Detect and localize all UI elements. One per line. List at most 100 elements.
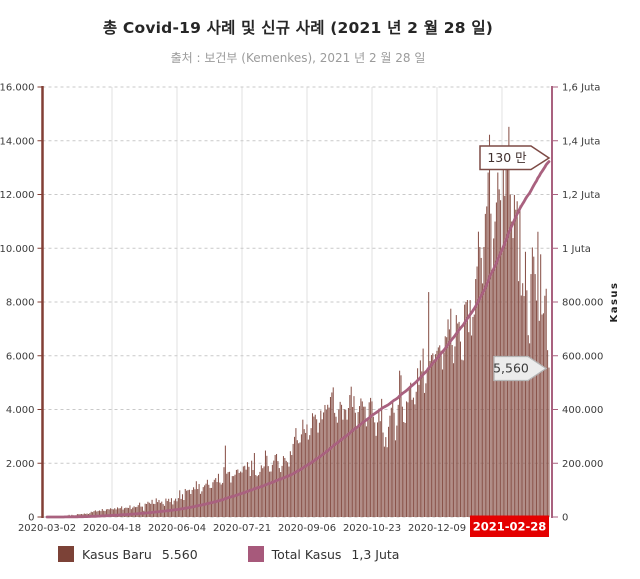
bar <box>107 509 109 517</box>
latest-callout-text: 5,560 <box>493 361 529 376</box>
bar <box>100 511 102 517</box>
bar <box>450 308 452 517</box>
bar <box>343 409 345 517</box>
bar <box>498 189 500 517</box>
x-axis-tick-label: 2020-10-23 <box>343 523 401 534</box>
bar <box>394 440 396 517</box>
bar <box>281 465 283 517</box>
bar <box>421 371 423 517</box>
bar <box>408 388 410 517</box>
bar <box>383 446 385 517</box>
bar <box>520 295 522 517</box>
bar <box>506 146 509 517</box>
bar <box>274 455 276 517</box>
bar <box>440 350 442 517</box>
bar <box>147 501 149 517</box>
bar <box>346 419 348 517</box>
bar <box>310 428 312 517</box>
bar <box>363 406 365 517</box>
bar <box>278 468 280 517</box>
bar <box>342 419 344 517</box>
kasus-baru-bars <box>46 126 550 518</box>
bar <box>400 375 402 517</box>
bar <box>320 410 322 517</box>
bar <box>331 392 333 517</box>
bar <box>368 402 370 517</box>
bar <box>334 412 336 517</box>
kasus-baru-swatch <box>58 546 74 562</box>
bar <box>92 512 94 517</box>
right-axis-tick-label: 200.000 <box>562 459 603 470</box>
x-axis-tick-label: 2020-12-09 <box>408 523 466 534</box>
bar <box>541 314 543 517</box>
bar <box>404 422 406 517</box>
bar <box>441 369 444 517</box>
bar <box>522 283 524 517</box>
bar <box>258 475 260 517</box>
left-axis-tick-label: 8.000 <box>6 298 35 309</box>
bar <box>453 363 455 517</box>
bar <box>327 404 329 517</box>
right-axis-tick-label: 0 <box>562 513 568 524</box>
bar <box>374 422 376 517</box>
bar <box>483 246 485 518</box>
bar <box>538 320 540 517</box>
bar <box>436 350 438 517</box>
total-callout-text: 130 만 <box>487 150 527 165</box>
bar <box>137 505 139 517</box>
highlighted-date-bg <box>470 515 549 537</box>
bar <box>139 502 141 517</box>
bar <box>116 507 119 517</box>
bar <box>154 503 156 517</box>
bar <box>341 404 343 517</box>
bar <box>429 361 431 517</box>
bar <box>365 426 367 517</box>
bar <box>401 406 403 517</box>
axes: 16.000 1,6 Juta 14.000 1,4 Juta 12.000 1,2 Ju… <box>0 83 603 524</box>
bar <box>457 323 459 517</box>
bar <box>206 479 208 517</box>
bar <box>119 508 121 517</box>
bar <box>194 489 196 517</box>
bar <box>256 476 258 517</box>
bar <box>544 295 546 517</box>
bar <box>465 301 467 517</box>
legend-item-kasus-baru[interactable]: Kasus Baru 5.560 <box>58 546 198 562</box>
bar <box>501 248 503 517</box>
bar <box>345 409 347 517</box>
bar <box>249 476 251 517</box>
bar <box>179 490 181 517</box>
bar <box>545 288 547 517</box>
bar <box>115 509 117 517</box>
bar <box>444 336 446 517</box>
bar <box>479 247 481 517</box>
bar <box>129 505 131 517</box>
bar <box>471 335 473 517</box>
bar <box>103 510 105 517</box>
bar <box>276 453 278 517</box>
bar <box>406 401 408 517</box>
bar <box>277 461 279 517</box>
bar <box>430 355 432 517</box>
right-axis-tick-label: 800.000 <box>562 298 603 309</box>
bar <box>216 482 218 517</box>
bar <box>371 401 373 517</box>
bar <box>229 471 231 517</box>
bar <box>223 467 225 517</box>
left-axis-tick-label: 4.000 <box>6 405 35 416</box>
bar <box>128 507 130 517</box>
bar <box>386 447 388 517</box>
legend-item-total-kasus[interactable]: Total Kasus 1,3 Juta <box>247 546 399 562</box>
chart-legend: Kasus Baru 5.560 Total Kasus 1,3 Juta <box>58 546 399 562</box>
right-axis-title: Kasus <box>609 281 620 322</box>
bar <box>417 368 419 517</box>
bar <box>372 416 374 517</box>
bar <box>437 347 439 517</box>
bar <box>255 475 257 517</box>
bar <box>121 506 123 517</box>
bar <box>505 148 507 517</box>
bar <box>418 384 420 517</box>
bar <box>266 455 268 517</box>
bar <box>144 503 146 517</box>
bar <box>490 213 492 517</box>
